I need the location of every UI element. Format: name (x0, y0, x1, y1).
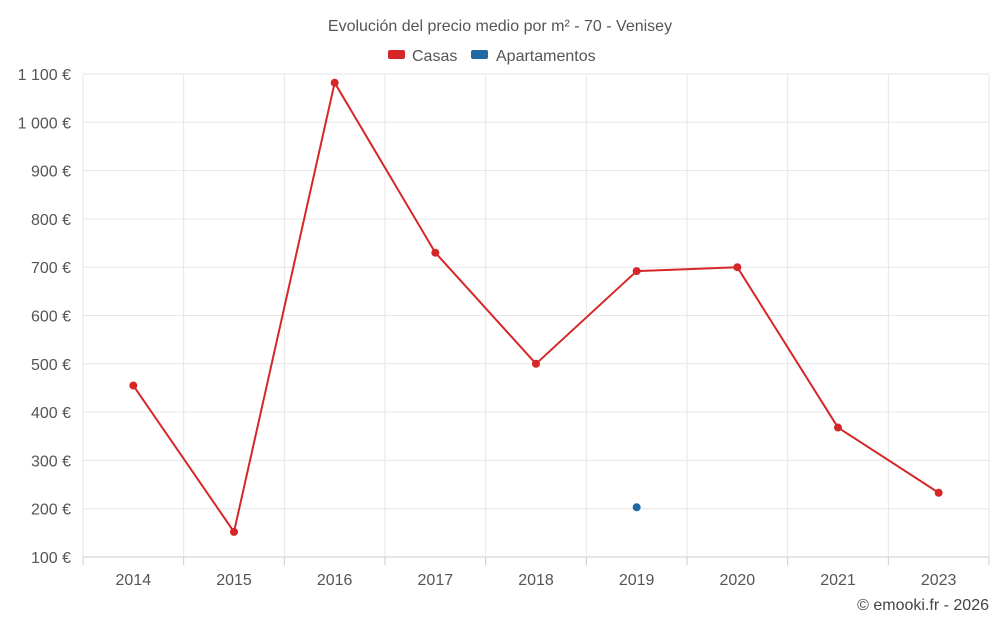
x-tick-label: 2020 (720, 572, 756, 589)
y-tick-label: 200 € (31, 502, 71, 519)
legend-item-apartamentos[interactable]: Apartamentos (471, 48, 596, 65)
y-tick-label: 700 € (31, 260, 71, 277)
x-tick-label: 2014 (116, 572, 152, 589)
y-axis-ticks: 100 € 200 € 300 € 400 € 500 € 600 € 700 € 800 €… (18, 67, 71, 567)
legend-item-casas[interactable]: Casas (388, 48, 457, 65)
x-tick-label: 2017 (418, 572, 454, 589)
credit-text: © emooki.fr - 2026 (857, 597, 989, 614)
x-tick-label: 2021 (820, 572, 856, 589)
data-point-casas[interactable] (129, 381, 138, 390)
series-apartamentos (632, 503, 641, 512)
x-tick-label: 2018 (518, 572, 554, 589)
chart-title: Evolución del precio medio por m² - 70 -… (328, 18, 672, 35)
x-tick-label: 2015 (216, 572, 252, 589)
x-tick-label: 2016 (317, 572, 353, 589)
data-point-casas[interactable] (431, 248, 440, 257)
legend-swatch-casas (388, 50, 405, 59)
x-tick-label: 2019 (619, 572, 655, 589)
legend-swatch-apartamentos (471, 50, 488, 59)
series (129, 78, 943, 536)
y-tick-label: 500 € (31, 357, 71, 374)
series-line-casas (132, 81, 940, 533)
x-tick-label: 2023 (921, 572, 957, 589)
data-point-casas[interactable] (230, 527, 238, 536)
legend-label-apartamentos: Apartamentos (496, 48, 596, 65)
data-point-apartamentos[interactable] (632, 503, 641, 512)
series-casas (129, 78, 943, 536)
x-axis-ticks: 2014 2015 2016 2017 2018 2019 2020 2021 2023 (116, 572, 957, 589)
y-tick-label: 1 000 € (18, 115, 71, 132)
y-tick-label: 600 € (31, 309, 71, 326)
y-tick-label: 400 € (31, 405, 71, 422)
data-point-casas[interactable] (733, 263, 742, 272)
data-point-casas[interactable] (330, 78, 339, 87)
grid (82, 73, 990, 565)
data-point-casas[interactable] (632, 267, 641, 276)
y-tick-label: 800 € (31, 212, 71, 229)
y-tick-label: 1 100 € (18, 67, 71, 84)
data-point-casas[interactable] (532, 359, 540, 368)
y-tick-label: 300 € (31, 453, 71, 470)
y-tick-label: 100 € (31, 550, 71, 567)
data-point-casas[interactable] (834, 423, 842, 432)
y-tick-label: 900 € (31, 164, 71, 181)
legend-label-casas: Casas (412, 48, 457, 65)
data-point-casas[interactable] (934, 488, 943, 497)
legend: Casas Apartamentos (388, 48, 596, 65)
